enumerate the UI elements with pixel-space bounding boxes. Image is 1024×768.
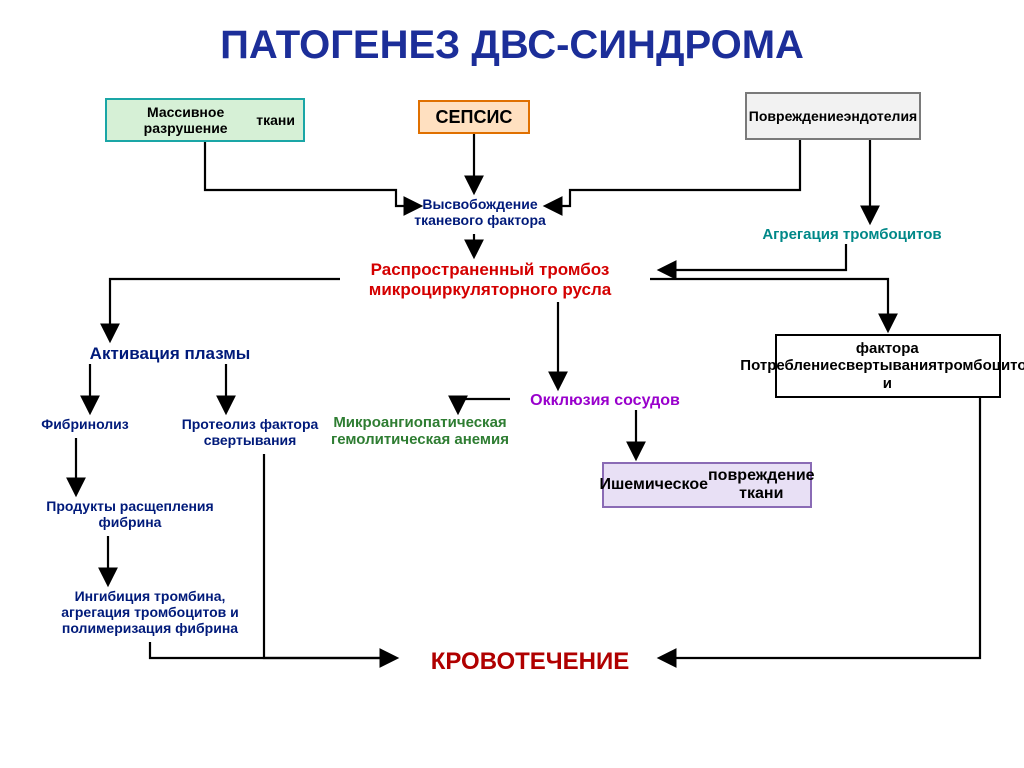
arrow-n3-n4	[546, 140, 800, 206]
node-endothelium-damage: Повреждениеэндотелия	[745, 92, 921, 140]
arrow-n9-n16	[660, 398, 980, 658]
node-thrombin-inhibition: Ингибиция тромбина,агрегация тромбоцитов…	[20, 588, 280, 636]
arrow-n5-n6	[660, 244, 846, 270]
arrow-n11-n16	[264, 454, 396, 658]
node-tissue-destruction: Массивное разрушениеткани	[105, 98, 305, 142]
arrow-n8-n12	[458, 399, 510, 412]
node-factor-consumption: Потреблениефактора свертывания итромбоци…	[775, 334, 1001, 398]
arrow-n6-n7	[110, 279, 340, 340]
node-fibrin-degradation: Продукты расщепленияфибрина	[20, 498, 240, 530]
arrow-n1-n4	[205, 142, 420, 206]
node-plasma-activation: Активация плазмы	[65, 344, 275, 364]
node-widespread-thrombosis: Распространенный тромбозмикроциркуляторн…	[330, 260, 650, 299]
node-ischemic-damage: Ишемическоеповреждение ткани	[602, 462, 812, 508]
diagram-title: ПАТОГЕНЕЗ ДВС-СИНДРОМА	[0, 22, 1024, 68]
node-platelet-aggregation: Агрегация тромбоцитов	[742, 226, 962, 243]
node-hemolytic-anemia: Микроангиопатическаягемолитическая анеми…	[300, 414, 540, 449]
node-fibrinolysis: Фибринолиз	[20, 416, 150, 432]
node-vessel-occlusion: Окклюзия сосудов	[505, 392, 705, 410]
arrow-n15-n16	[150, 642, 396, 658]
arrow-n6-n9	[650, 279, 888, 330]
node-bleeding-outcome: КРОВОТЕЧЕНИЕ	[400, 648, 660, 676]
node-sepsis: СЕПСИС	[418, 100, 530, 134]
node-tissue-factor-release: Высвобождениетканевого фактора	[400, 196, 560, 228]
